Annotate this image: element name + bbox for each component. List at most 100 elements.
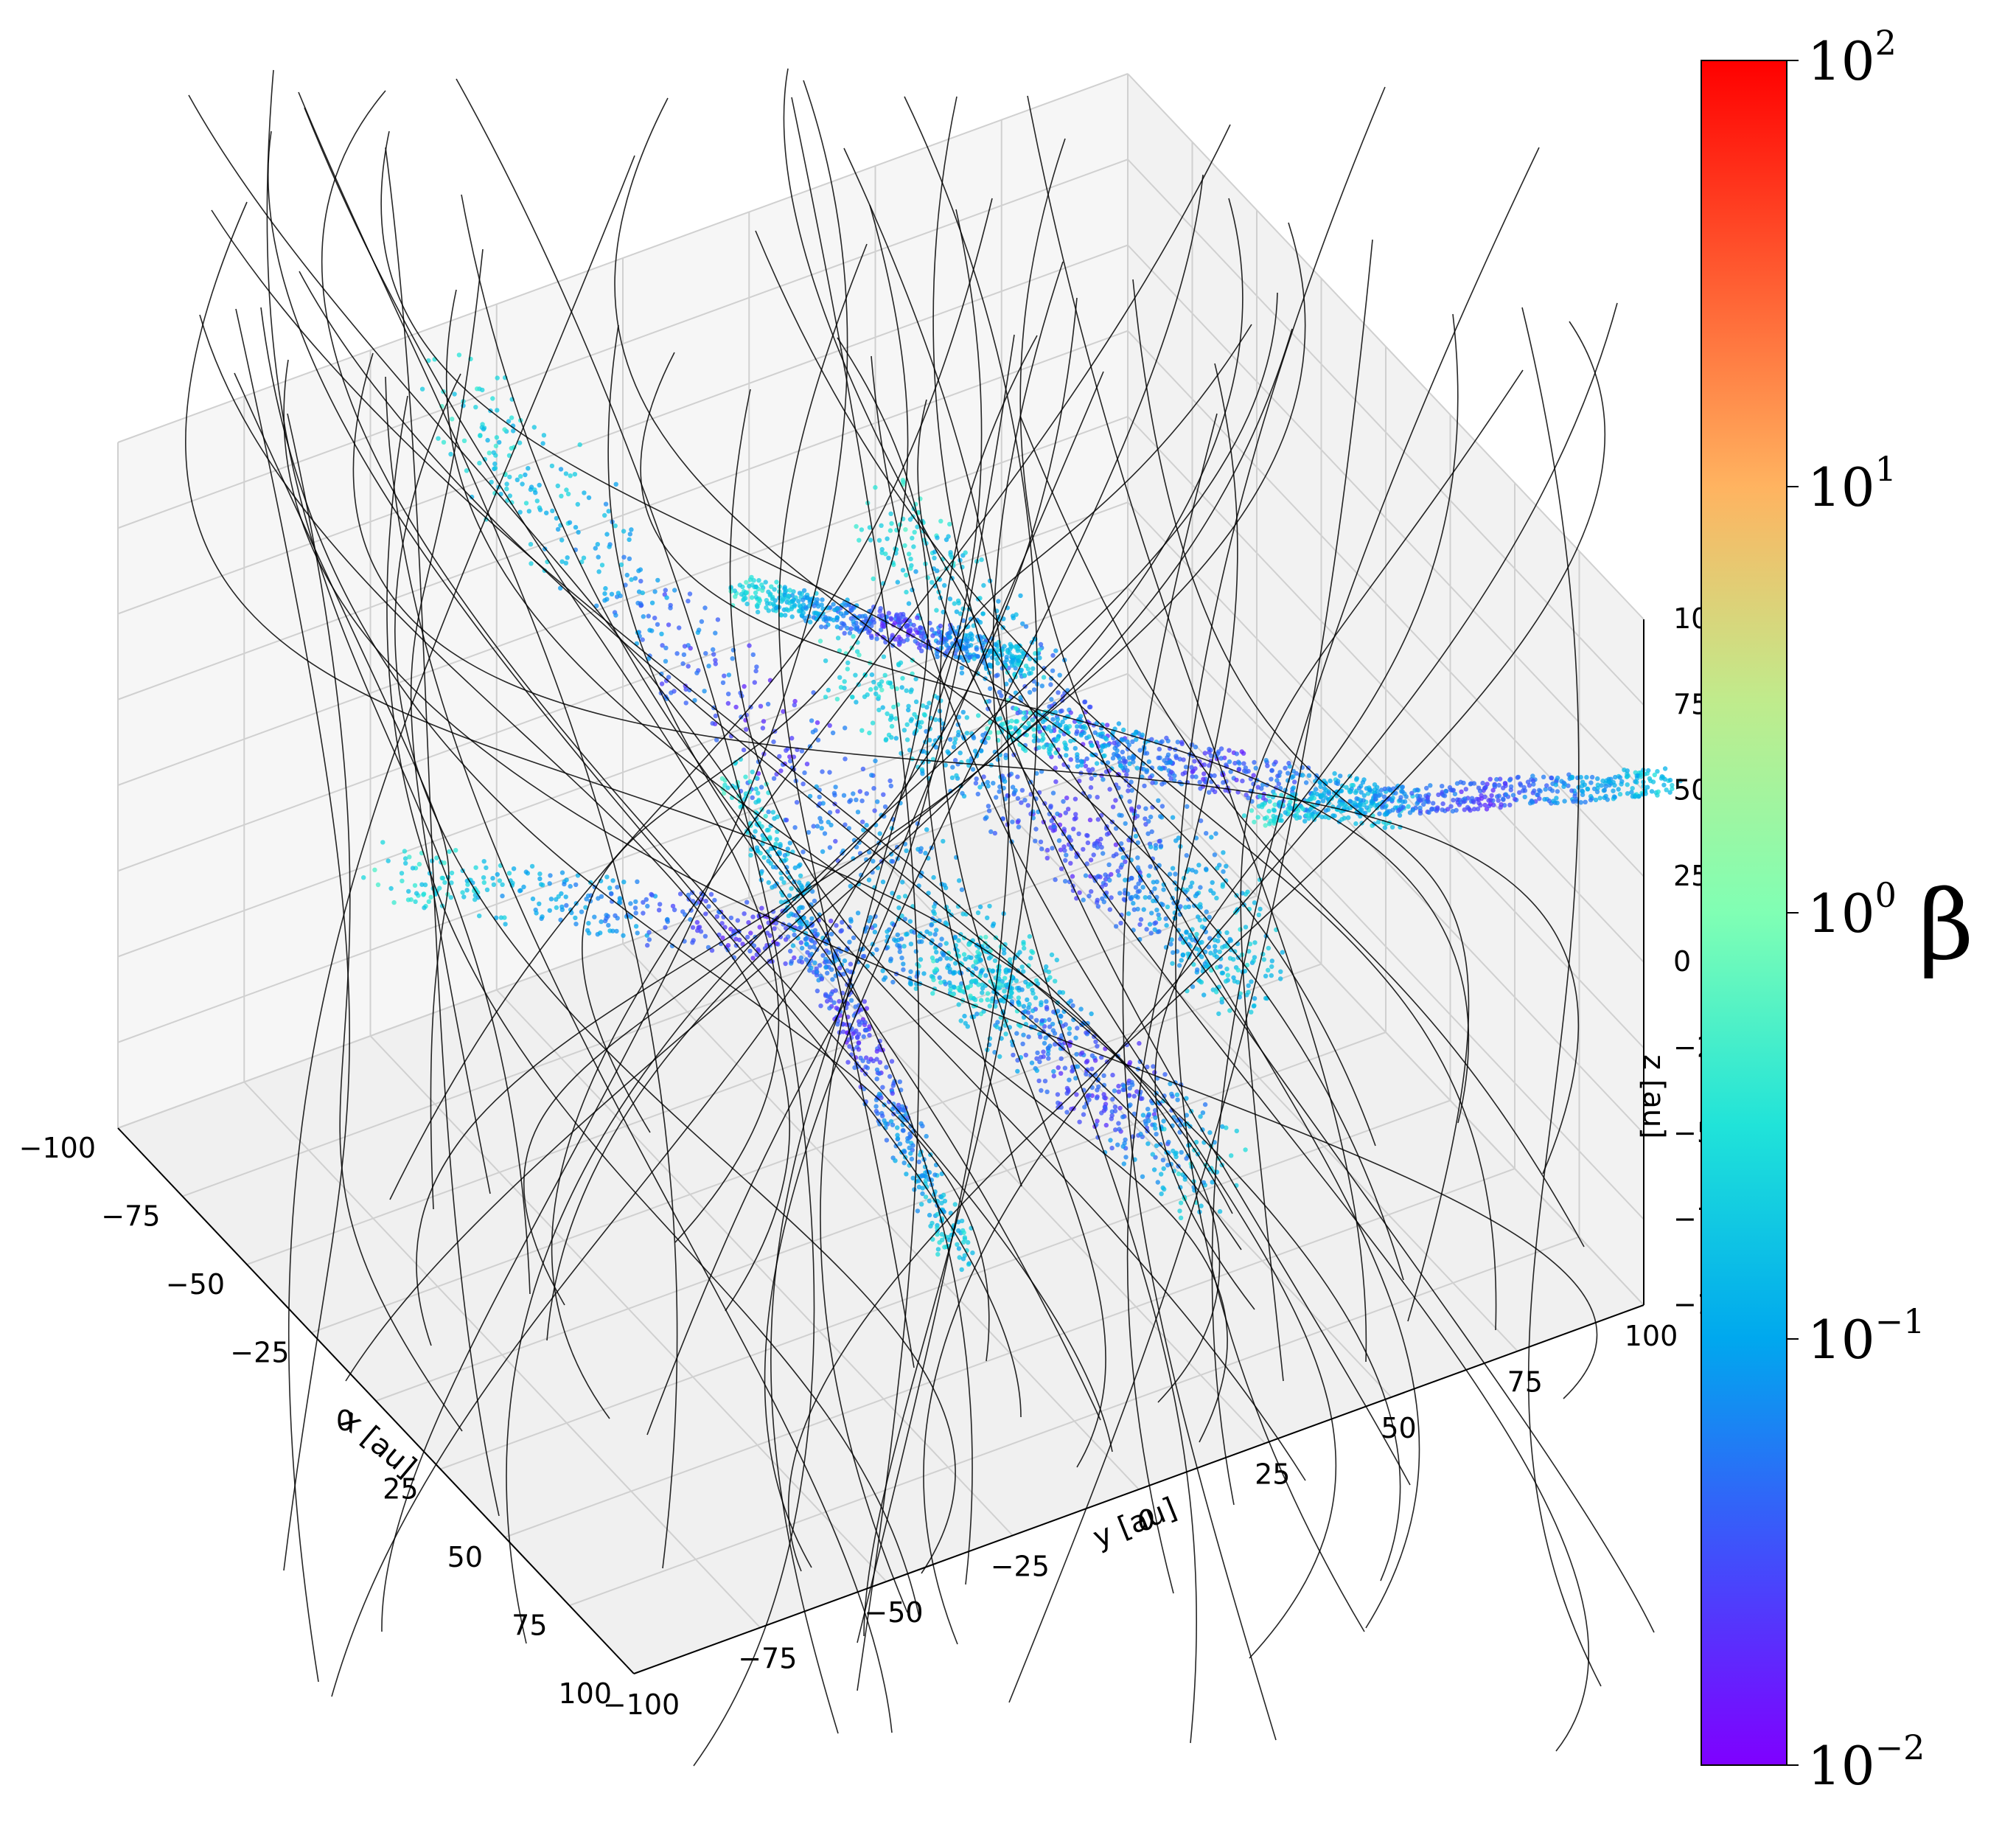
beta-point bbox=[1183, 765, 1189, 770]
beta-point bbox=[1409, 790, 1415, 796]
beta-point bbox=[810, 729, 816, 734]
beta-point bbox=[1053, 765, 1058, 770]
beta-point bbox=[1058, 847, 1064, 852]
beta-point bbox=[1276, 782, 1282, 787]
beta-point bbox=[1019, 964, 1025, 970]
beta-point bbox=[869, 635, 874, 640]
beta-point bbox=[646, 613, 651, 619]
beta-point bbox=[1044, 855, 1050, 861]
beta-point bbox=[1120, 749, 1126, 755]
beta-point bbox=[1033, 827, 1039, 832]
beta-point bbox=[975, 791, 981, 797]
beta-point bbox=[932, 1172, 938, 1177]
beta-point bbox=[941, 951, 946, 957]
beta-point bbox=[602, 591, 607, 596]
beta-point bbox=[963, 633, 968, 638]
beta-point bbox=[829, 918, 834, 924]
beta-point bbox=[921, 1173, 926, 1178]
beta-point bbox=[969, 978, 975, 984]
beta-point bbox=[1107, 877, 1112, 883]
beta-point bbox=[1100, 743, 1105, 748]
beta-point bbox=[889, 616, 894, 622]
beta-point bbox=[1630, 786, 1635, 791]
beta-point bbox=[1214, 895, 1219, 901]
beta-point bbox=[1067, 1031, 1072, 1037]
beta-point bbox=[819, 976, 825, 982]
beta-point bbox=[980, 990, 985, 995]
beta-point bbox=[1108, 1138, 1113, 1143]
beta-point bbox=[486, 450, 492, 456]
beta-point bbox=[1152, 886, 1157, 891]
beta-point bbox=[826, 819, 831, 825]
beta-point bbox=[1081, 846, 1086, 852]
beta-point bbox=[672, 588, 677, 593]
beta-point bbox=[568, 883, 573, 889]
beta-point bbox=[1072, 745, 1078, 751]
beta-point bbox=[761, 837, 767, 842]
field-line bbox=[331, 209, 983, 1697]
beta-point bbox=[1007, 968, 1012, 973]
beta-point bbox=[1008, 725, 1013, 730]
beta-point bbox=[812, 898, 817, 904]
beta-point bbox=[801, 597, 806, 602]
beta-point bbox=[1031, 687, 1037, 692]
beta-point bbox=[907, 748, 913, 753]
beta-point bbox=[1056, 838, 1062, 843]
beta-point bbox=[753, 590, 758, 596]
beta-point bbox=[988, 663, 994, 668]
beta-point bbox=[1378, 792, 1384, 797]
field-line bbox=[1122, 413, 1277, 1741]
beta-point bbox=[784, 818, 789, 823]
beta-point bbox=[966, 644, 972, 649]
beta-point bbox=[1042, 1040, 1047, 1046]
beta-point bbox=[1215, 751, 1221, 756]
grid-line bbox=[569, 1236, 1580, 1607]
z-axis-label: z [au] bbox=[1636, 1054, 1670, 1139]
beta-point bbox=[1605, 797, 1610, 802]
beta-point bbox=[895, 932, 901, 938]
beta-point bbox=[906, 707, 911, 713]
x-axis-edge bbox=[117, 1127, 635, 1674]
beta-point bbox=[1383, 804, 1388, 810]
beta-point bbox=[917, 1152, 923, 1158]
beta-point bbox=[1002, 975, 1008, 981]
beta-point bbox=[778, 768, 784, 773]
beta-point bbox=[1053, 779, 1058, 784]
field-line bbox=[932, 96, 1411, 1486]
beta-point bbox=[997, 784, 1002, 790]
beta-point bbox=[737, 582, 742, 588]
beta-point bbox=[1497, 776, 1503, 782]
beta-point bbox=[540, 883, 545, 888]
beta-point bbox=[485, 437, 490, 443]
beta-point bbox=[820, 597, 825, 602]
beta-point bbox=[1417, 805, 1423, 811]
beta-point bbox=[979, 968, 984, 974]
beta-point bbox=[615, 591, 621, 596]
beta-point bbox=[1051, 1009, 1056, 1015]
beta-point bbox=[973, 959, 978, 964]
beta-point bbox=[975, 910, 981, 916]
beta-point bbox=[674, 651, 680, 656]
beta-point bbox=[1092, 1058, 1098, 1063]
beta-point bbox=[1234, 777, 1239, 783]
beta-point bbox=[881, 654, 887, 659]
beta-point bbox=[1137, 922, 1143, 928]
beta-point bbox=[629, 527, 634, 532]
beta-point bbox=[534, 498, 540, 504]
beta-point bbox=[949, 554, 955, 560]
beta-point bbox=[1095, 795, 1100, 800]
beta-point bbox=[596, 554, 601, 560]
beta-point bbox=[1206, 944, 1212, 950]
beta-point bbox=[1050, 1028, 1056, 1033]
beta-point bbox=[1262, 815, 1268, 821]
beta-point bbox=[1064, 796, 1070, 801]
beta-point bbox=[1153, 1155, 1158, 1160]
beta-point bbox=[1115, 1142, 1120, 1147]
beta-point bbox=[758, 703, 764, 709]
beta-point bbox=[1079, 759, 1085, 765]
beta-point bbox=[942, 1245, 947, 1250]
beta-point bbox=[857, 840, 862, 845]
beta-point bbox=[582, 490, 587, 495]
beta-point bbox=[677, 625, 682, 630]
